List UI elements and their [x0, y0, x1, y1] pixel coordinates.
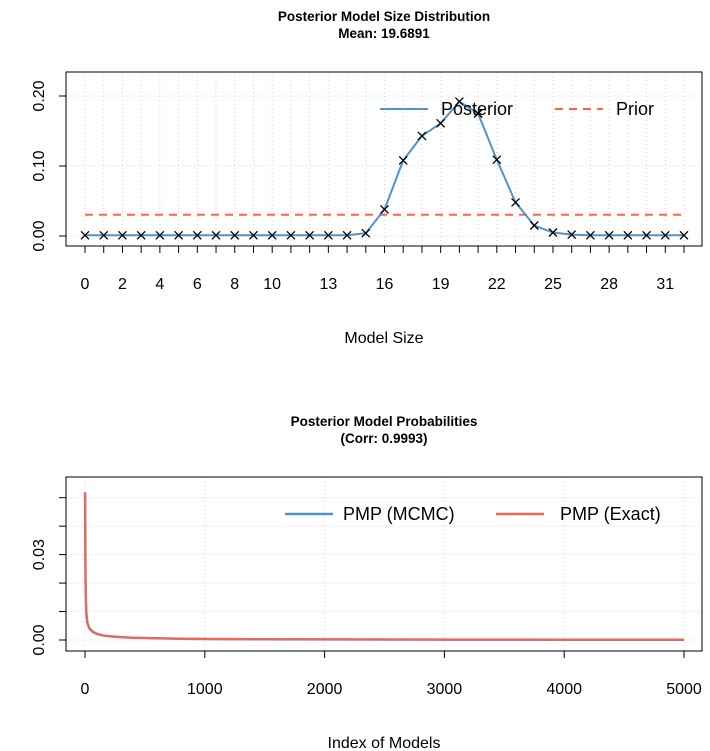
chart2-x-tick-label: 2000: [307, 681, 343, 698]
chart1-posterior-point: [99, 230, 109, 240]
chart1-posterior-point: [473, 109, 483, 118]
chart1-posterior-point: [492, 155, 502, 165]
chart2-plot-box: [65, 476, 703, 652]
chart1-posterior-point: [585, 230, 595, 240]
chart1-posterior-point: [192, 230, 202, 240]
chart1-x-tick-label: 13: [319, 276, 337, 293]
chart1-posterior-point: [679, 230, 689, 240]
chart1-x-tick-label: 6: [193, 276, 202, 293]
chart1-x-tick-label: 16: [376, 276, 394, 293]
chart1-title: Posterior Model Size Distribution: [278, 9, 490, 24]
chart2-grid: [66, 477, 702, 651]
chart1-posterior-point: [548, 228, 558, 237]
chart1-x-tick-label: 4: [155, 276, 164, 293]
chart1-x-tick-label: 19: [432, 276, 450, 293]
chart1-plot-box: [65, 71, 703, 247]
chart1-posterior-point: [623, 230, 633, 240]
chart1-posterior-point: [417, 131, 427, 141]
chart1-y-tick-label: 0.10: [31, 150, 48, 181]
chart1-posterior-point: [642, 230, 652, 240]
chart1-y-tick-label: 0.20: [31, 80, 48, 111]
chart1-posterior-point: [305, 230, 315, 240]
chart1-x-tick-label: 25: [544, 276, 562, 293]
chart1-x-tick-label: 28: [600, 276, 618, 293]
chart1-x-tick-label: 10: [263, 276, 281, 293]
chart2-exact-line: [84, 491, 684, 641]
chart1-x-tick-label: 31: [656, 276, 674, 293]
chart2-title: Posterior Model Probabilities: [291, 414, 478, 429]
chart2-y-axis: 0.00 0.03: [31, 497, 66, 656]
chart2-legend: PMP (MCMC) PMP (Exact): [285, 504, 661, 524]
chart1-posterior-point: [230, 230, 240, 240]
chart1-x-tick-label: 8: [230, 276, 239, 293]
chart1-posterior-point: [361, 228, 371, 238]
chart1-y-tick-label: 0.00: [31, 220, 48, 251]
chart1-posterior-point: [323, 230, 333, 240]
chart2-subtitle: (Corr: 0.9993): [340, 431, 427, 446]
chart1-x-tick-label: 2: [118, 276, 127, 293]
chart1-posterior-point: [267, 230, 277, 240]
chart1-posterior-point: [249, 230, 258, 240]
chart1-x-tick-label: 22: [488, 276, 506, 293]
chart2-legend-mcmc-label: PMP (MCMC): [343, 504, 455, 524]
chart1-posterior-point: [117, 230, 127, 240]
chart1-posterior-point: [136, 230, 146, 240]
posterior-model-size-chart: Posterior Model Size Distribution Mean: …: [31, 9, 703, 347]
chart1-posterior-point: [454, 97, 464, 107]
chart1-legend-posterior-label: Posterior: [441, 99, 513, 119]
chart1-posterior-point: [398, 155, 408, 165]
chart1-posterior-point: [380, 204, 389, 214]
chart2-series: [83, 491, 684, 641]
chart2-x-axis: 0 1000 2000 3000 4000 5000: [81, 651, 702, 698]
chart2-y-tick-label: 0.03: [31, 539, 48, 570]
chart1-legend: Posterior Prior: [380, 99, 654, 119]
chart1-y-axis: 0.00 0.10 0.20: [31, 80, 66, 252]
chart1-posterior-point: [211, 230, 221, 240]
chart1-posterior-point: [604, 230, 614, 240]
chart1-x-axis: 0 2 4 6 8 10 13 16 19 22 25 28 31: [81, 246, 685, 293]
chart1-posterior-point: [286, 230, 296, 240]
posterior-model-probabilities-chart: Posterior Model Probabilities (Corr: 0.9…: [31, 414, 703, 751]
chart1-posterior-point: [342, 230, 352, 240]
chart2-legend-exact-label: PMP (Exact): [560, 504, 661, 524]
chart1-posterior-point: [660, 230, 670, 240]
chart1-grid: [66, 72, 702, 246]
chart1-posterior-point: [80, 230, 90, 240]
chart1-posterior-point: [155, 230, 165, 240]
chart2-x-tick-label: 1000: [187, 681, 223, 698]
chart2-x-tick-label: 0: [81, 681, 90, 698]
chart1-posterior-point: [436, 118, 446, 128]
chart2-x-tick-label: 4000: [546, 681, 582, 698]
chart2-x-tick-label: 3000: [427, 681, 463, 698]
chart1-posterior-point: [174, 230, 184, 240]
chart2-y-tick-label: 0.00: [31, 624, 48, 655]
chart1-posterior-point: [511, 197, 520, 207]
chart2-x-axis-label: Index of Models: [328, 735, 441, 751]
chart1-subtitle: Mean: 19.6891: [338, 26, 430, 41]
chart1-x-axis-label: Model Size: [344, 330, 423, 347]
chart1-posterior-point: [529, 221, 539, 230]
chart1-posterior-point: [567, 230, 577, 240]
chart2-x-tick-label: 5000: [666, 681, 702, 698]
chart1-series: [80, 97, 689, 240]
chart1-legend-prior-label: Prior: [616, 99, 654, 119]
chart1-x-tick-label: 0: [81, 276, 90, 293]
